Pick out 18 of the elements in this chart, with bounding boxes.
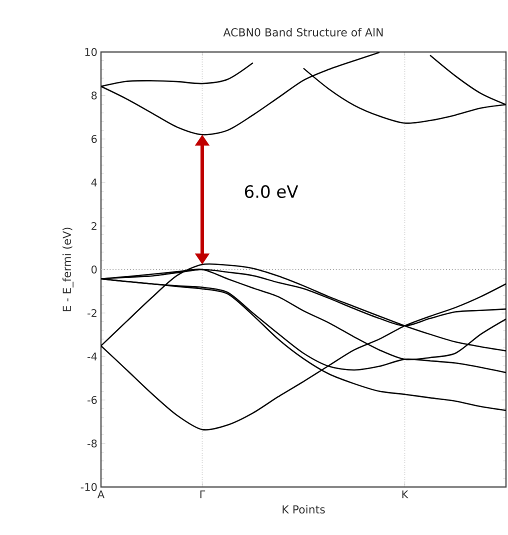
x-tick-label: K bbox=[402, 490, 408, 498]
y-tick-label: -6 bbox=[88, 396, 97, 404]
chart-title: ACBN0 Band Structure of AlN bbox=[223, 28, 383, 36]
y-tick-label: 4 bbox=[91, 178, 97, 186]
x-axis-title: K Points bbox=[282, 505, 325, 514]
annotation: 6.0 eV bbox=[244, 185, 298, 198]
y-tick-label: -4 bbox=[88, 352, 97, 360]
y-tick-label: 0 bbox=[91, 266, 97, 274]
y-tick-label: 2 bbox=[92, 222, 96, 230]
y-tick-label: 10 bbox=[85, 48, 97, 56]
y-axis-title: E - E_fermi (eV) bbox=[62, 228, 74, 312]
y-tick-label: -8 bbox=[88, 440, 97, 448]
x-tick-label: Γ bbox=[200, 490, 206, 498]
y-tick-label: 8 bbox=[91, 92, 97, 100]
y-tick-label: 6 bbox=[92, 135, 97, 143]
y-tick-label: -10 bbox=[80, 483, 97, 491]
x-tick-label: A bbox=[97, 490, 104, 498]
y-tick-label: -2 bbox=[88, 309, 96, 317]
